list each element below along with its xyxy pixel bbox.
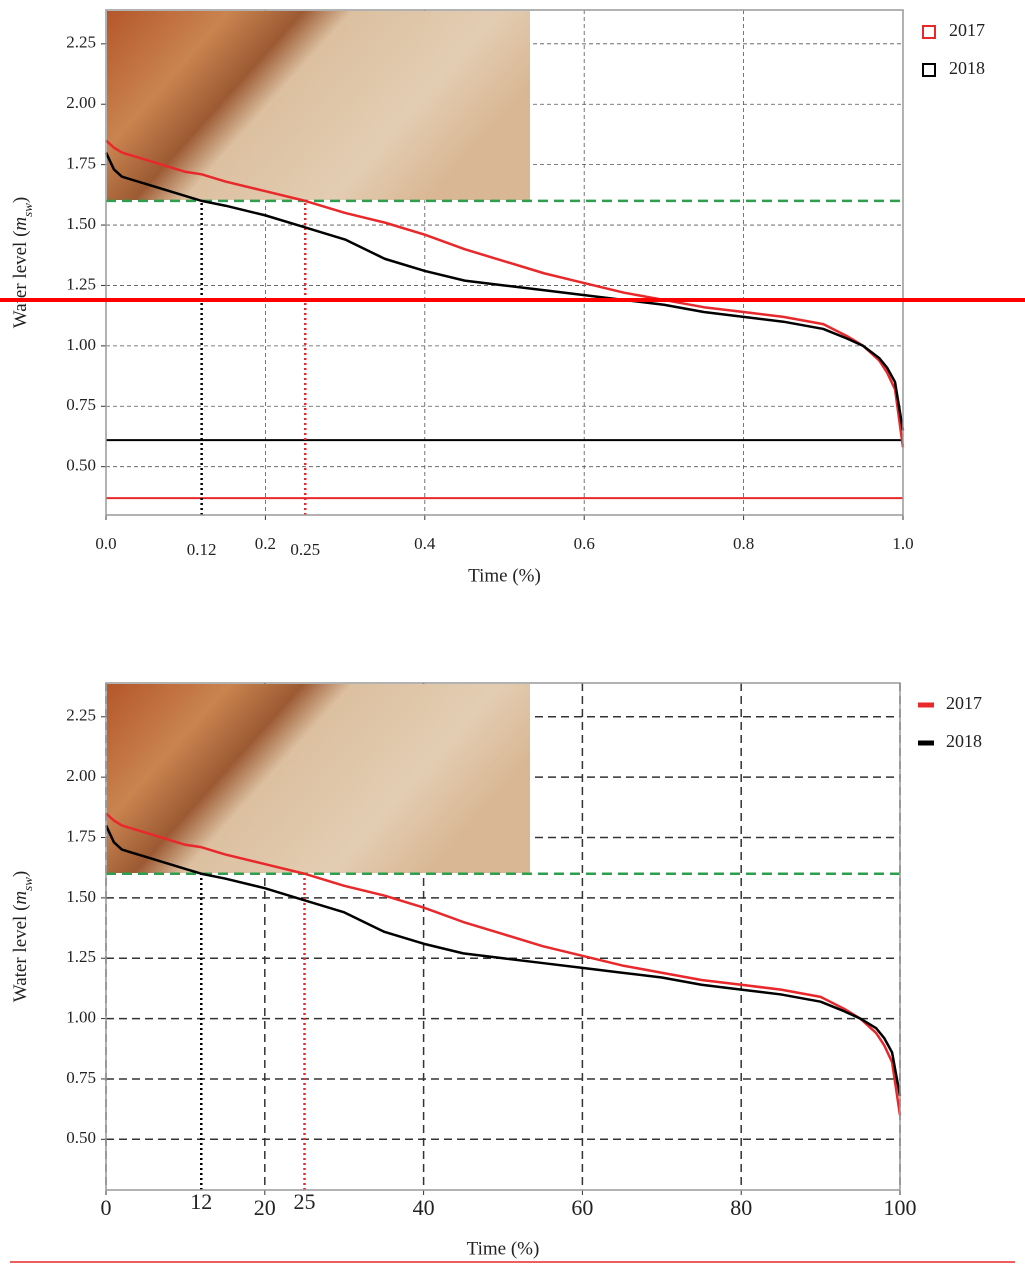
y-axis-label-part: m	[10, 217, 31, 231]
y-tick-label: 1.00	[66, 1007, 96, 1026]
legend-marker	[922, 63, 936, 77]
y-axis-label-part: )	[10, 871, 31, 877]
y-tick-label: 2.00	[66, 766, 96, 785]
y-tick-label: 1.75	[66, 826, 96, 845]
y-axis-label-part: m	[10, 891, 31, 905]
x-tick-label: 0.8	[733, 534, 754, 553]
x-tick-label: 60	[571, 1195, 593, 1220]
y-tick-label: 2.25	[66, 33, 96, 52]
marker-label: 12	[190, 1189, 212, 1214]
y-tick-label: 1.50	[66, 214, 96, 233]
y-axis-label-part: sw	[20, 203, 35, 217]
x-tick-label: 0.2	[255, 534, 276, 553]
y-tick-label: 0.75	[66, 395, 96, 414]
x-tick-label: 0.6	[574, 534, 595, 553]
marker-label: 0.12	[187, 540, 217, 559]
y-tick-label: 1.00	[66, 335, 96, 354]
legend-label: 2018	[946, 731, 982, 751]
x-tick-label: 20	[254, 1195, 276, 1220]
x-axis-label: Time (%)	[468, 565, 541, 586]
x-tick-label: 1.0	[892, 534, 913, 553]
x-tick-label: 0	[101, 1195, 112, 1220]
y-tick-label: 2.25	[66, 706, 96, 725]
photo-inset	[107, 684, 530, 873]
y-tick-label: 1.25	[66, 274, 96, 293]
legend-label: 2017	[949, 20, 985, 40]
y-axis-label: Water level (msw)	[10, 197, 35, 328]
legend-label: 2017	[946, 693, 982, 713]
x-tick-label: 100	[884, 1195, 917, 1220]
marker-label: 25	[294, 1189, 316, 1214]
axes-frame	[105, 9, 904, 516]
y-tick-label: 0.75	[66, 1068, 96, 1087]
photo-inset	[107, 11, 530, 200]
x-axis-label: Time (%)	[467, 1238, 540, 1259]
x-tick-label: 40	[413, 1195, 435, 1220]
y-tick-label: 0.50	[66, 456, 96, 475]
marker-label: 0.25	[290, 540, 320, 559]
series-line	[104, 152, 905, 431]
axes-frame	[105, 682, 901, 1191]
plot: 0.50 0.75 1.00 1.25 1.50 1.75 2.00 2.25 0.0 0.2 0.…	[10, 9, 985, 586]
series-line	[104, 824, 902, 1097]
y-axis-label-part: Water level (	[10, 231, 31, 329]
x-tick-label: 0.0	[95, 534, 116, 553]
y-axis-label-part: sw	[20, 877, 35, 891]
legend-marker	[922, 25, 936, 39]
y-axis-label-part: Water level (	[10, 905, 31, 1003]
x-tick-label: 80	[730, 1195, 752, 1220]
x-tick-label: 0.4	[414, 534, 436, 553]
y-tick-label: 1.75	[66, 154, 96, 173]
legend-label: 2018	[949, 58, 985, 78]
y-tick-label: 2.00	[66, 93, 96, 112]
y-axis-label-part: )	[10, 197, 31, 203]
y-tick-label: 0.50	[66, 1128, 96, 1147]
plot: 0.50 0.75 1.00 1.25 1.50 1.75 2.00 2.25 0 20 40 60 8…	[10, 682, 982, 1259]
y-tick-label: 1.50	[66, 887, 96, 906]
y-tick-label: 1.25	[66, 947, 96, 966]
y-axis-label: Water level (msw)	[10, 871, 35, 1002]
